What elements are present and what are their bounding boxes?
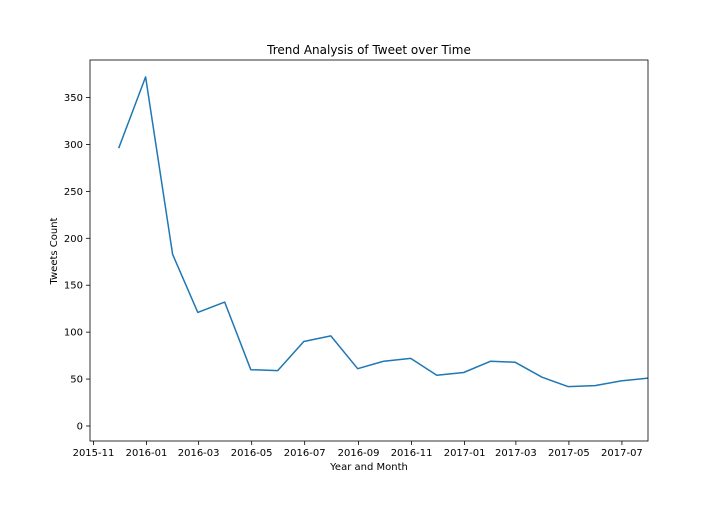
x-tick-label: 2016-07	[284, 448, 326, 459]
y-axis-label: Tweets Count	[49, 217, 60, 285]
x-tick-label: 2017-03	[495, 448, 537, 459]
x-tick-label: 2016-01	[126, 448, 168, 459]
y-tick-label: 50	[70, 375, 83, 386]
x-tick-label: 2017-05	[548, 448, 590, 459]
y-tick-label: 250	[64, 187, 83, 198]
x-tick-label: 2016-11	[391, 448, 433, 459]
x-axis-ticks: 2015-11 2016-01 2016-03 2016-05 2016-07 2016-…	[73, 441, 643, 459]
x-tick-label: 2015-11	[73, 448, 115, 459]
y-tick-label: 150	[64, 281, 83, 292]
x-tick-label: 2016-05	[231, 448, 273, 459]
chart-title: Trend Analysis of Tweet over Time	[266, 43, 471, 57]
axes-frame	[89, 59, 649, 442]
y-tick-label: 200	[64, 234, 83, 245]
x-tick-label: 2017-01	[444, 448, 486, 459]
y-tick-label: 100	[64, 328, 83, 339]
x-tick-label: 2017-07	[601, 448, 643, 459]
y-axis-ticks: 0 50 100 150 200 250 300 350	[64, 93, 90, 432]
y-tick-label: 0	[77, 421, 83, 432]
series-line	[117, 76, 649, 388]
x-tick-label: 2016-03	[178, 448, 220, 459]
x-axis-label: Year and Month	[329, 462, 408, 473]
y-tick-label: 350	[64, 93, 83, 104]
x-tick-label: 2016-09	[338, 448, 380, 459]
y-tick-label: 300	[64, 140, 83, 151]
